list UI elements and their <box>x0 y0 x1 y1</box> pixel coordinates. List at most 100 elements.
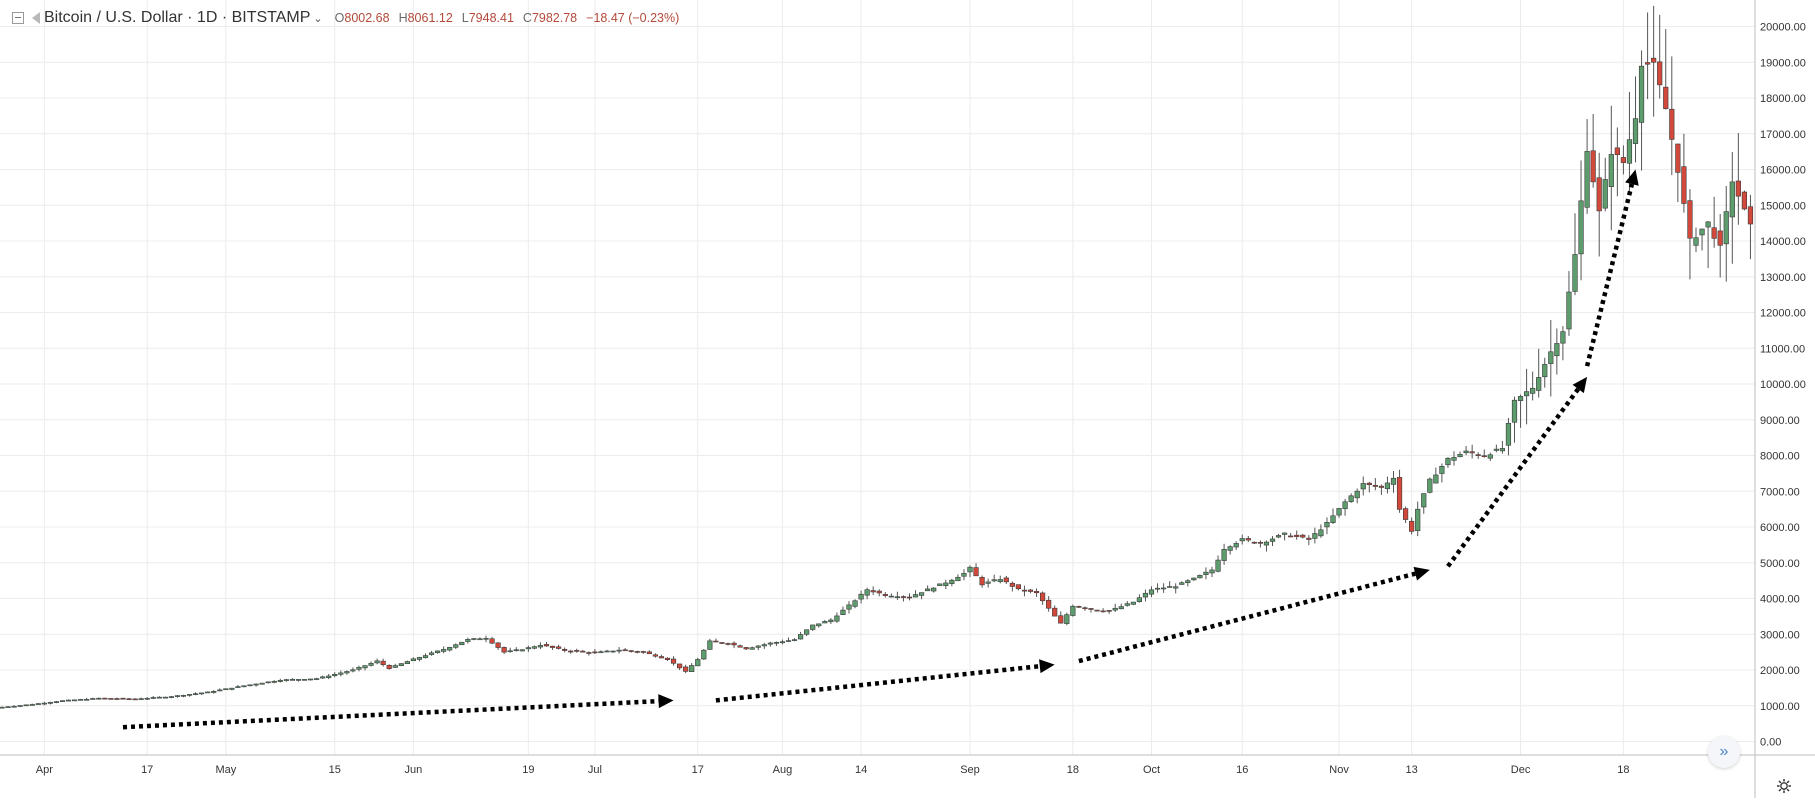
candle-down <box>725 643 731 645</box>
candle-up <box>1729 181 1735 218</box>
collapse-icon[interactable] <box>12 12 24 24</box>
candle-up <box>1487 454 1493 459</box>
x-axis-tick-label: Nov <box>1329 764 1349 776</box>
candle-down <box>586 652 592 654</box>
candle-down <box>1027 589 1034 592</box>
candle-up <box>1433 474 1439 484</box>
candle-up <box>459 641 465 646</box>
x-axis-tick-label: Dec <box>1511 764 1531 776</box>
y-axis-tick-label: 13000.00 <box>1760 272 1806 284</box>
candle-up <box>1269 538 1276 542</box>
candle-up <box>991 579 997 582</box>
candle-up <box>1626 139 1633 164</box>
candle-down <box>495 642 501 648</box>
candle-down <box>114 698 120 700</box>
candle-up <box>961 573 967 577</box>
candle-down <box>646 651 652 655</box>
candle-up <box>1221 548 1227 561</box>
candle-up <box>785 640 792 642</box>
candle-up <box>1463 450 1469 454</box>
x-axis-tick-label: May <box>215 764 236 776</box>
candle-down <box>1294 534 1300 537</box>
ohlc-open: O8002.68 <box>334 11 390 25</box>
candle-down <box>1645 62 1651 65</box>
candle-up <box>229 687 235 690</box>
candle-up <box>1227 546 1233 551</box>
y-axis-tick-label: 14000.00 <box>1760 236 1806 248</box>
gear-icon[interactable] <box>1776 778 1792 794</box>
ohlc-close: C7982.78 <box>522 11 578 25</box>
candle-up <box>1191 577 1197 581</box>
trend-arrow-head <box>1572 376 1588 394</box>
candle-down <box>1366 482 1372 486</box>
candle-up <box>247 684 253 687</box>
candle-up <box>1445 457 1451 466</box>
candle-up <box>271 680 277 683</box>
candle-down <box>543 644 550 647</box>
candle-up <box>72 699 78 702</box>
candle-up <box>313 678 320 680</box>
candle-up <box>1324 521 1330 528</box>
candle-up <box>918 592 925 596</box>
trend-arrow-line <box>1584 183 1635 367</box>
candle-up <box>332 673 338 677</box>
candle-up <box>307 678 314 681</box>
chevron-down-icon[interactable]: ⌄ <box>313 12 323 25</box>
candle-down <box>876 590 882 594</box>
candle-up <box>41 702 47 705</box>
scroll-to-latest-button[interactable]: » <box>1708 736 1740 768</box>
candle-down <box>1306 537 1312 540</box>
candle-up <box>925 588 931 592</box>
x-axis-tick-label: 18 <box>1617 764 1629 776</box>
candle-down <box>1015 584 1021 590</box>
candle-up <box>822 621 828 624</box>
candle-down <box>1596 177 1602 212</box>
candle-up <box>1536 377 1542 391</box>
candle-down <box>900 596 907 598</box>
candle-up <box>1197 574 1203 579</box>
candle-up <box>162 696 168 699</box>
candle-down <box>1747 206 1754 225</box>
candle-up <box>362 665 368 669</box>
candle-up <box>422 655 429 659</box>
candle-up <box>888 595 894 598</box>
candle-up <box>235 686 241 688</box>
candle-down <box>1100 610 1106 613</box>
candle-up <box>1148 589 1155 595</box>
candle-up <box>852 600 858 607</box>
candle-down <box>1651 57 1657 63</box>
y-axis-tick-label: 7000.00 <box>1760 486 1800 498</box>
candle-up <box>477 638 483 641</box>
candle-down <box>120 697 126 700</box>
candle-down <box>386 664 392 669</box>
candle-up <box>1179 582 1185 585</box>
candle-up <box>156 696 162 699</box>
x-axis-tick-label: 18 <box>1067 764 1079 776</box>
candle-up <box>374 660 380 664</box>
y-axis-tick-label: 12000.00 <box>1760 308 1806 320</box>
x-axis-tick-label: Apr <box>36 764 53 776</box>
candle-up <box>392 665 398 668</box>
candle-up <box>997 579 1003 582</box>
candle-up <box>1632 118 1639 144</box>
flag-icon[interactable] <box>32 12 40 24</box>
candle-down <box>555 646 562 649</box>
candle-down <box>870 590 876 593</box>
candle-up <box>59 700 66 702</box>
y-axis-tick-label: 1000.00 <box>1760 701 1800 713</box>
candle-down <box>102 697 108 700</box>
candle-down <box>1735 180 1741 197</box>
candle-down <box>683 666 689 672</box>
candle-down <box>489 638 495 644</box>
candle-up <box>1390 477 1397 485</box>
symbol-title[interactable]: Bitcoin / U.S. Dollar · 1D · BITSTAMP <box>44 9 311 26</box>
x-axis-tick-label: Jun <box>405 764 423 776</box>
candle-up <box>295 679 302 681</box>
candle-down <box>634 651 640 653</box>
candle-up <box>1136 597 1142 602</box>
candle-up <box>211 691 217 693</box>
candle-down <box>670 658 677 664</box>
candle-up <box>1312 533 1318 539</box>
